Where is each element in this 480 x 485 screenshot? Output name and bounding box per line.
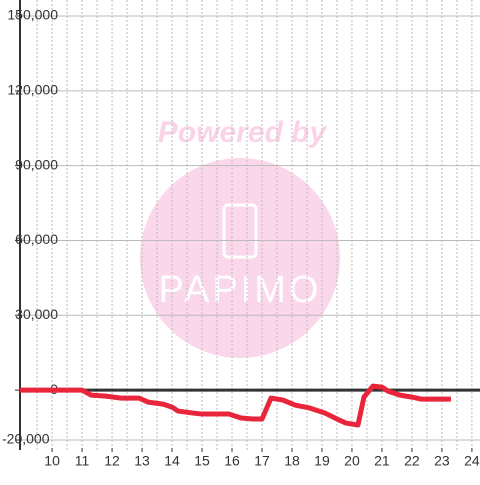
x-tick-label: 24 (464, 453, 480, 469)
x-tick-label: 15 (194, 453, 210, 469)
x-tick-label: 13 (134, 453, 150, 469)
data-line (20, 383, 451, 428)
y-tick-label: 60,000 (15, 231, 58, 247)
x-tick-label: 22 (404, 453, 420, 469)
y-tick-label: 150,000 (7, 7, 58, 23)
x-tick-label: 23 (434, 453, 450, 469)
x-tick-label: 18 (284, 453, 300, 469)
x-tick-label: 10 (44, 453, 60, 469)
x-tick-label: 16 (224, 453, 240, 469)
watermark-icon (222, 203, 258, 259)
watermark (140, 158, 340, 358)
x-tick-label: 20 (344, 453, 360, 469)
x-tick-label: 11 (75, 453, 90, 469)
x-tick-label: 14 (164, 453, 180, 469)
x-tick-label: 19 (314, 453, 330, 469)
y-tick-label: 30,000 (15, 306, 58, 322)
watermark-logo: PAPIMO (159, 269, 322, 311)
watermark-text: Powered by (158, 116, 328, 149)
y-tick-label: 90,000 (15, 156, 58, 172)
x-tick-label: 12 (104, 453, 120, 469)
x-tick-label: 21 (374, 453, 390, 469)
y-tick-label: 120,000 (7, 82, 58, 98)
y-tick-label: -20,000 (2, 431, 50, 447)
x-tick-label: 17 (254, 453, 270, 469)
